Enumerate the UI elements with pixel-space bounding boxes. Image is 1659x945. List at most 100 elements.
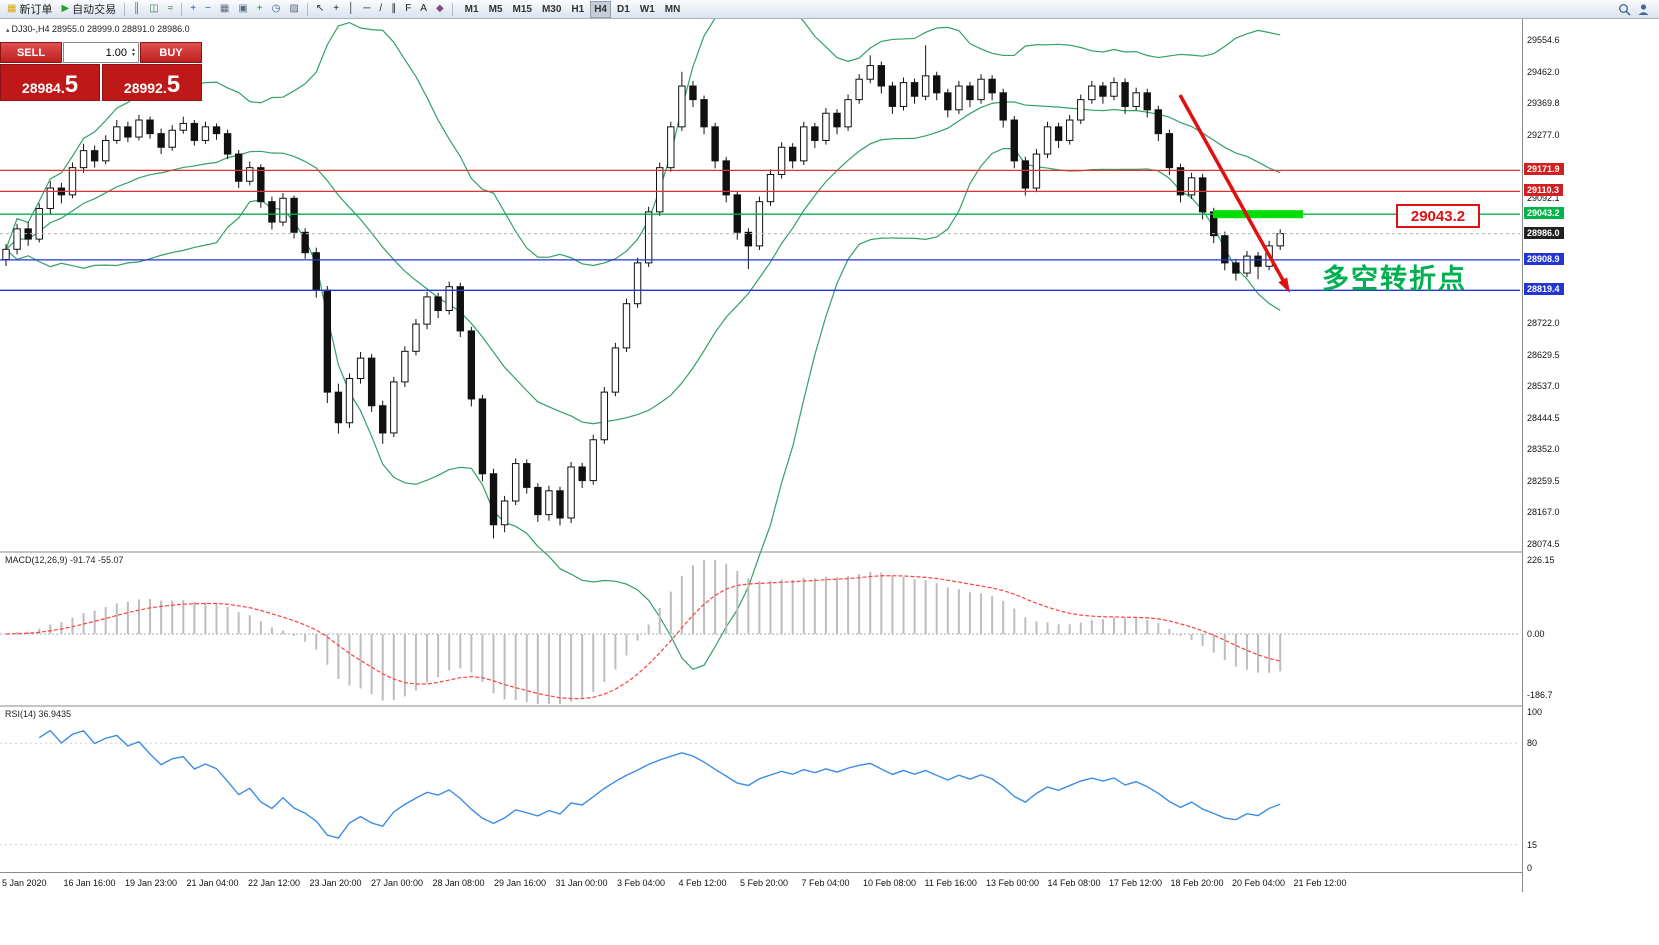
time-label: 17 Feb 12:00 [1109,878,1163,888]
timeframe-m5[interactable]: M5 [488,3,503,15]
time-label: 29 Jan 16:00 [494,878,547,888]
time-label: 11 Feb 16:00 [924,878,977,888]
main-toolbar: ▦ 新订单 ▶ 自动交易 ║ ◫ ≈ + − ▦ ▣ + ◷ ▨ ↖ + │ ─ / ∥ F A ◆ M1 M5 M15 M30 H… [0,0,1659,19]
price-tag: 29171.9 [1524,163,1564,176]
add-indicator-icon[interactable]: + [253,1,267,17]
vertical-line-icon[interactable]: │ [344,1,358,17]
timeframe-w1[interactable]: W1 [639,3,655,15]
horizontal-line-icon[interactable]: ─ [359,1,374,17]
autotrading-button[interactable]: ▶ 自动交易 [57,1,120,17]
price-main: 28984. [21,80,65,96]
line-chart-icon: ≈ [167,3,174,14]
tile-windows-icon[interactable]: ▣ [234,1,251,17]
autotrading-button: ▶ [61,3,70,14]
text-icon: A [420,3,427,14]
time-label: 21 Feb 12:00 [1293,878,1347,888]
buy-button[interactable]: BUY [140,42,202,63]
templates-icon[interactable]: ▨ [285,1,302,17]
rsi-header: RSI(14) 36.9435 [5,709,72,719]
price-axis[interactable]: 29554.6 29462.0 29369.8 29277.0 29092.1 28722… [1523,0,1659,892]
axis-tick: 29092.1 [1527,192,1560,203]
axis-tick: 100 [1527,707,1543,717]
crosshair-icon: + [333,3,340,14]
time-label: 18 Feb 20:00 [1170,878,1224,888]
timeframe-m1[interactable]: M1 [464,3,479,15]
axis-tick: 28629.5 [1527,349,1560,360]
new-order-button[interactable]: ▦ 新订单 [3,1,56,17]
timeframe-m15[interactable]: M15 [512,3,532,15]
chart-canvas[interactable] [0,0,1522,872]
price-tag: 28819.4 [1524,283,1564,296]
text-icon[interactable]: A [416,1,431,17]
profile-icon[interactable] [1637,3,1650,16]
clock-icon[interactable]: ◷ [268,1,285,17]
axis-tick: -186.7 [1527,690,1553,701]
time-label: 31 Jan 00:00 [555,878,608,888]
buy-price[interactable]: 28992. 5 [102,64,202,101]
add-indicator-icon: + [256,3,263,14]
axis-tick: 29369.8 [1527,98,1560,109]
price-big-digit: 5 [166,71,181,98]
time-label: 28 Jan 08:00 [432,878,485,888]
volume-spin-buttons[interactable]: ▲ ▼ [131,46,136,58]
bar-chart-icon[interactable]: ║ [129,1,144,17]
axis-tick: 80 [1527,738,1538,749]
price-tag: 29043.2 [1524,207,1564,220]
time-label: 3 Feb 04:00 [617,878,666,888]
crosshair-icon[interactable]: + [329,1,343,17]
timeframe-toolbar: M1 M5 M15 M30 H1 H4 D1 W1 MN [461,0,685,18]
axis-tick: 28537.0 [1527,381,1560,392]
channel-icon: ∥ [391,3,397,14]
time-label: 19 Jan 23:00 [125,878,178,888]
channel-icon[interactable]: ∥ [387,1,400,17]
axis-tick: 28444.5 [1527,412,1560,423]
toolbar-separator [451,2,453,16]
time-label: 23 Jan 20:00 [309,878,362,888]
grid-icon[interactable]: ▦ [216,1,233,17]
time-label: 7 Feb 04:00 [801,878,850,888]
templates-icon: ▨ [289,3,299,14]
sell-price[interactable]: 28984. 5 [0,64,100,101]
line-chart-icon[interactable]: ≈ [164,1,178,17]
annotation-turning-point-text: 多空转折点 [1322,264,1467,294]
time-axis[interactable]: 5 Jan 2020 16 Jan 16:00 19 Jan 23:00 21 Jan… [0,872,1522,895]
sell-button[interactable]: SELL [0,42,62,63]
zoom-in-icon: + [190,3,197,14]
vertical-line-icon: │ [348,3,355,14]
toolbar-items: ▦ 新订单 ▶ 自动交易 ║ ◫ ≈ + − ▦ ▣ + ◷ ▨ ↖ + │ ─ / ∥ F A ◆ [3,1,456,17]
price-tag: 28908.9 [1524,252,1564,265]
axis-tick: 28722.0 [1527,318,1560,329]
time-label: 21 Jan 04:00 [186,878,239,888]
axis-tick: 0.00 [1527,629,1545,639]
bar-chart-icon: ║ [133,3,141,14]
timeframe-h4[interactable]: H4 [590,0,611,18]
timeframe-h1[interactable]: H1 [571,3,585,15]
axis-tick: 28167.0 [1527,507,1560,518]
timeframe-m30[interactable]: M30 [541,3,562,15]
fibonacci-icon[interactable]: F [401,1,415,17]
annotation-green-highlight [1213,210,1303,219]
axis-tick: 28259.5 [1527,475,1560,486]
candlestick-icon[interactable]: ◫ [145,1,162,17]
zoom-in-icon[interactable]: + [186,1,200,17]
toolbar-separator [124,2,126,16]
clock-icon: ◷ [271,3,281,14]
axis-tick: 29554.6 [1527,35,1560,46]
shapes-icon: ◆ [435,3,444,14]
axis-tick: 29462.0 [1527,66,1560,77]
new-order-button: ▦ [7,3,17,14]
horizontal-line-icon: ─ [363,3,371,14]
axis-tick: 29277.0 [1527,129,1560,140]
volume-input[interactable] [64,45,130,60]
trendline-icon[interactable]: / [375,1,386,17]
time-label: 20 Feb 04:00 [1232,878,1286,888]
axis-tick: 226.15 [1527,555,1555,565]
search-icon[interactable] [1618,3,1631,16]
timeframe-d1[interactable]: D1 [616,3,630,15]
shapes-icon[interactable]: ◆ [432,1,448,17]
cursor-icon[interactable]: ↖ [312,1,328,17]
grid-icon: ▦ [219,3,230,14]
timeframe-mn[interactable]: MN [664,3,681,15]
zoom-out-icon[interactable]: − [201,1,215,17]
collapse-triangle-icon[interactable]: ▴ [6,27,12,34]
